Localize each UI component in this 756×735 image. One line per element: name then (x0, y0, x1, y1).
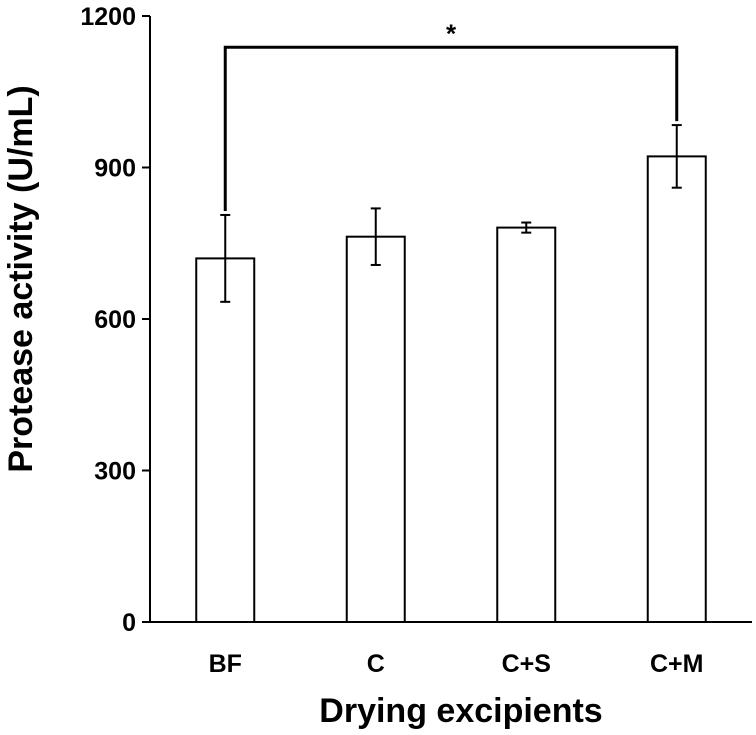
y-tick-label: 1200 (80, 3, 136, 31)
x-tick-label: C+M (650, 650, 703, 678)
x-axis-tick-labels: BF C C+S C+M (209, 650, 704, 678)
x-tick-label: C+S (502, 650, 551, 678)
bar-c-plus-m (646, 155, 707, 623)
x-axis-title: Drying excipients (319, 692, 602, 730)
error-bar (220, 213, 231, 303)
bar-bf (195, 257, 256, 623)
bar-c (345, 235, 406, 623)
y-axis-ticks: 0 300 600 900 1200 (80, 3, 150, 637)
error-bar (521, 221, 532, 234)
error-bar (671, 124, 682, 189)
error-bars (220, 124, 682, 303)
error-bar (370, 207, 381, 266)
significance-star: * (446, 18, 457, 48)
x-tick-label: C (367, 650, 385, 678)
y-tick-label: 300 (94, 458, 136, 486)
y-tick-label: 600 (94, 306, 136, 334)
significance-line (223, 45, 679, 211)
significance-bracket: * (223, 18, 679, 211)
bar-c-plus-s (496, 226, 557, 623)
bars (195, 155, 707, 623)
y-tick-label: 900 (94, 155, 136, 183)
x-tick-label: BF (209, 650, 242, 678)
y-tick-label: 0 (122, 609, 136, 637)
y-axis-title: Protease activity (U/mL) (2, 85, 40, 472)
